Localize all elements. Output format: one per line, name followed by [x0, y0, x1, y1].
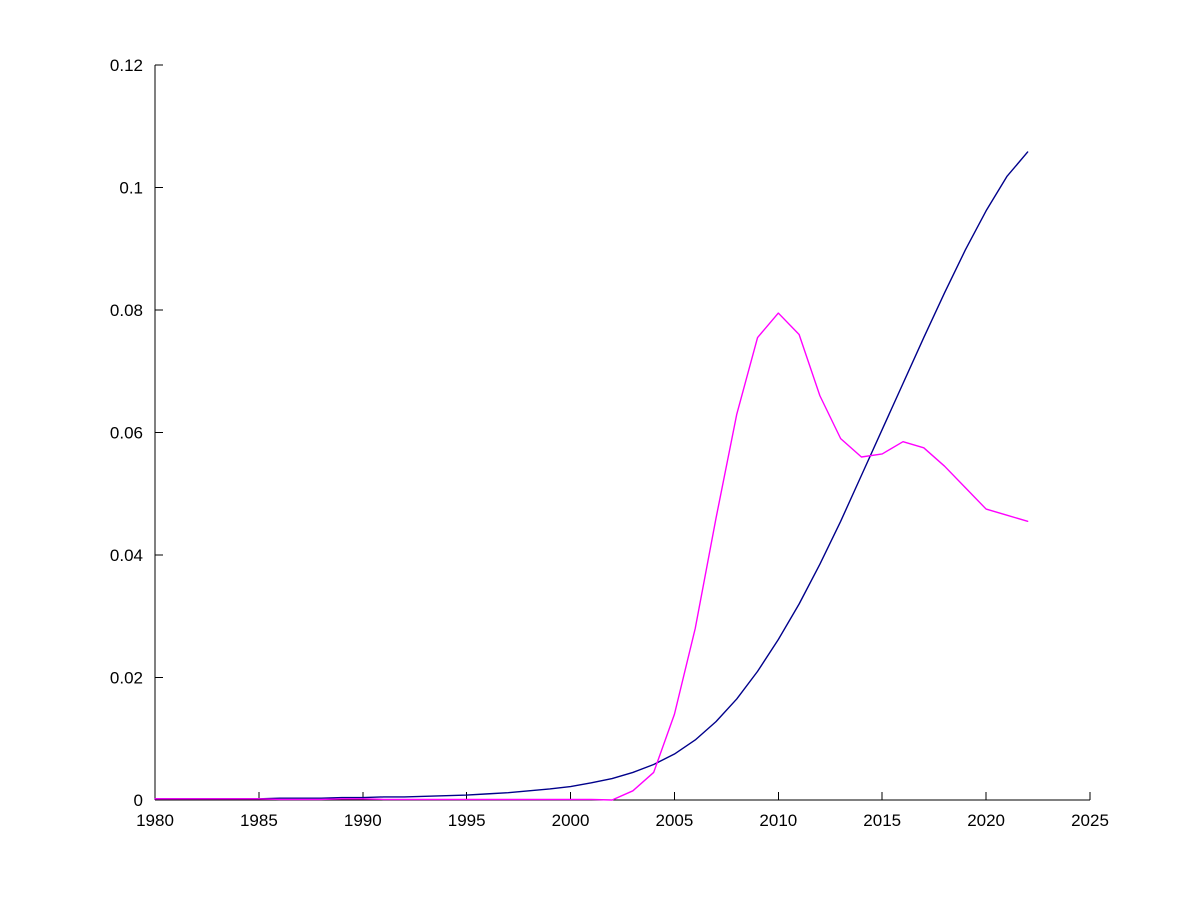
x-tick-label: 1990 — [344, 811, 382, 830]
axes-layer — [154, 64, 1091, 801]
x-tick-label: 1995 — [448, 811, 486, 830]
x-tick-label: 2025 — [1071, 811, 1109, 830]
x-tick-label: 2005 — [656, 811, 694, 830]
y-tick-label: 0.1 — [119, 179, 143, 198]
series-layer — [154, 151, 1029, 801]
x-tick-label: 2010 — [759, 811, 797, 830]
y-tick-label: 0.12 — [110, 56, 143, 75]
x-tick-label: 1980 — [136, 811, 174, 830]
x-tick-label: 2000 — [552, 811, 590, 830]
y-tick-label: 0.08 — [110, 301, 143, 320]
y-tick-label: 0.02 — [110, 669, 143, 688]
y-tick-label: 0.06 — [110, 424, 143, 443]
x-tick-label: 1985 — [240, 811, 278, 830]
x-tick-label: 2015 — [863, 811, 901, 830]
dark-blue-series-line — [154, 151, 1029, 800]
y-tick-label: 0.04 — [110, 546, 143, 565]
magenta-series-line — [154, 312, 1029, 801]
x-tick-label: 2020 — [967, 811, 1005, 830]
y-tick-label: 0 — [134, 791, 143, 810]
tick-labels-layer: 1980 1985 1990 1995 2000 2005 2010 2015 2020 2025… — [110, 56, 1109, 830]
